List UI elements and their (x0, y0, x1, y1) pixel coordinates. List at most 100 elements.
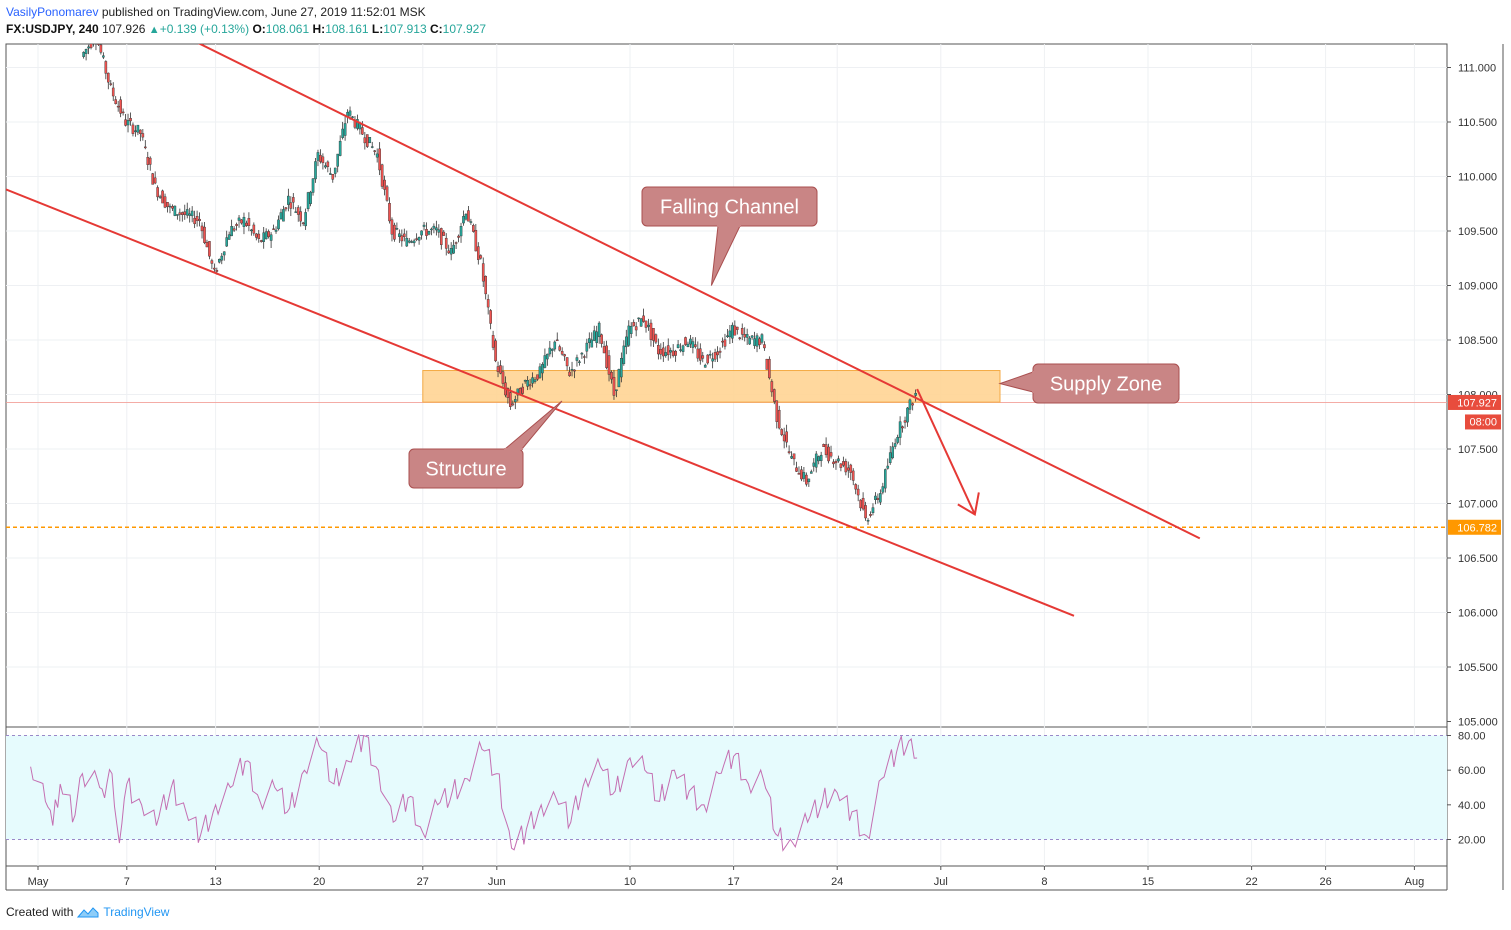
x-axis-label: 10 (624, 876, 636, 888)
candle-body (494, 340, 497, 362)
candle-body (879, 493, 882, 503)
candle-body (765, 358, 769, 370)
candle-body (881, 486, 885, 493)
price-chart[interactable]: May 7 13 20 27 Jun 10 17 24 Jul 8 15 22 26 Aug 111.000 1… (0, 0, 1511, 900)
candle-body (259, 240, 263, 242)
candle-body (205, 241, 209, 248)
candle-body (844, 461, 848, 473)
y-axis-label: 106.500 (1458, 553, 1498, 565)
candle-body (817, 456, 820, 462)
x-axis-label: May (28, 876, 49, 888)
candle-body (514, 399, 517, 403)
candle-body (289, 202, 293, 209)
candle-body (176, 214, 179, 216)
candle-body (822, 444, 825, 448)
candle-body (787, 451, 791, 454)
candle-body (526, 380, 529, 387)
candle-body (171, 206, 174, 209)
tradingview-brand[interactable]: TradingView (103, 905, 170, 919)
candle-body (309, 191, 312, 204)
candle-body (679, 349, 682, 351)
candle-body (200, 225, 204, 232)
falling-channel-callout-text: Falling Channel (660, 197, 799, 219)
candle-body (832, 461, 835, 465)
candle-body (743, 334, 746, 338)
candle-body (299, 211, 303, 222)
candle-body (573, 369, 576, 372)
candle-body (625, 336, 628, 348)
candle-body (681, 345, 685, 352)
support-price-tag: 106.782 (1457, 522, 1497, 534)
y-axis-label: 107.500 (1458, 444, 1498, 456)
candle-body (560, 351, 564, 355)
symbol-name[interactable]: FX:USDJPY, 240 (6, 22, 99, 36)
candle-body (185, 209, 189, 216)
candle-body (795, 467, 798, 472)
candle-body (292, 197, 295, 203)
candle-body (528, 384, 532, 387)
candle-body (694, 344, 697, 347)
candle-body (161, 190, 164, 204)
candle-body (612, 376, 616, 396)
candle-body (326, 161, 330, 167)
candle-body (861, 497, 865, 510)
candle-body (856, 488, 860, 496)
y-axis-label: 109.000 (1458, 281, 1498, 293)
candle-body (874, 495, 877, 500)
candle-body (755, 335, 759, 347)
candle-body (600, 334, 603, 344)
candle-body (805, 474, 808, 485)
candle-body (104, 61, 108, 74)
candle-body (417, 237, 421, 241)
candle-body (284, 207, 288, 210)
rsi-axis-label: 20.00 (1458, 835, 1486, 847)
candle-body (474, 230, 478, 252)
candle-body (114, 99, 117, 105)
candle-body (570, 368, 574, 371)
low-value: 107.913 (383, 22, 427, 36)
candle-body (580, 352, 584, 355)
candle-body (146, 157, 150, 165)
candle-body (800, 469, 803, 480)
candle-body (388, 203, 391, 222)
candle-body (866, 520, 870, 522)
candle-body (457, 235, 460, 238)
candle-body (116, 105, 120, 108)
candle-body (538, 366, 542, 378)
candle-body (775, 400, 779, 422)
candle-body (617, 369, 621, 388)
candle-body (106, 72, 110, 83)
candle-body (82, 51, 85, 57)
candle-body (395, 228, 399, 230)
last-price-tag: 107.927 (1457, 397, 1497, 409)
candle-body (768, 358, 771, 379)
countdown-bg (1465, 414, 1501, 430)
candle-body (148, 157, 152, 165)
rsi-axis-label: 80.00 (1458, 731, 1486, 743)
candle-body (254, 233, 258, 238)
x-axis-label: 22 (1245, 876, 1257, 888)
y-axis-label: 106.000 (1458, 608, 1498, 620)
candle-body (792, 453, 796, 460)
candle-body (173, 205, 177, 216)
candle-body (109, 83, 113, 85)
candle-body (129, 118, 132, 122)
candle-body (484, 275, 488, 295)
candle-body (839, 463, 843, 468)
author-link[interactable]: VasilyPonomarev (6, 5, 99, 19)
candle-body (718, 350, 722, 353)
candle-body (674, 350, 677, 356)
candle-body (699, 348, 702, 361)
candle-body (785, 431, 788, 443)
candle-body (163, 196, 167, 208)
candle-body (654, 334, 658, 343)
candle-body (647, 324, 650, 327)
up-arrow-icon: ▲ (148, 24, 160, 36)
candle-body (274, 229, 278, 232)
candle-body (763, 344, 766, 349)
candle-body (777, 409, 781, 429)
channel-upper-line (197, 44, 1201, 540)
x-axis-label: 17 (727, 876, 739, 888)
candle-body (136, 124, 140, 133)
candle-body (575, 357, 579, 361)
